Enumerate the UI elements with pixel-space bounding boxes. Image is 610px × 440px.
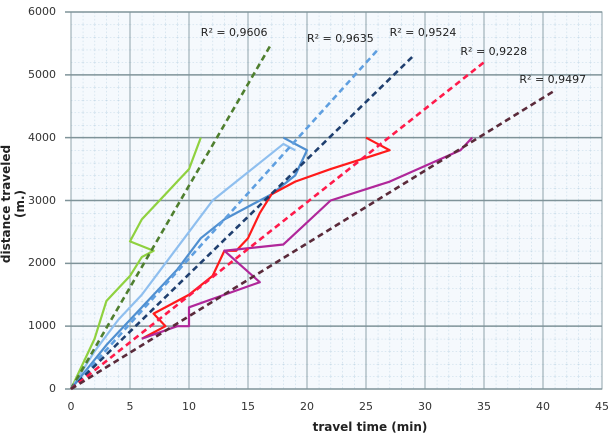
y-tick-label: 0 [49, 382, 56, 395]
green-observed-line [70, 137, 202, 390]
major-gridlines [65, 11, 603, 390]
y-tick-label: 3000 [28, 193, 56, 207]
r-squared-label: R² = 0,9497 [519, 73, 587, 87]
x-tick-label: 5 [126, 400, 134, 413]
light-blue-observed-line [70, 142, 296, 390]
x-tick-label: 40 [536, 400, 550, 413]
x-tick-label: 0 [67, 400, 75, 413]
r-squared-label: R² = 0,9606 [200, 25, 268, 39]
r-squared-label: R² = 0,9228 [460, 44, 528, 58]
r-squared-label: R² = 0,9635 [307, 32, 374, 46]
light-blue-trend-line [70, 48, 379, 390]
x-tick-label: 45 [595, 400, 609, 413]
series-layer [69, 42, 556, 391]
y-tick-label: 1000 [28, 319, 56, 333]
x-tick-label: 35 [477, 400, 491, 413]
red-trend-line [70, 61, 485, 391]
maroon-trend-line [70, 89, 556, 391]
x-tick-label: 20 [300, 400, 314, 413]
x-tick-label: 25 [359, 400, 373, 413]
green-trend-line [69, 42, 273, 390]
y-tick-label: 4000 [28, 130, 56, 144]
x-tick-label: 30 [418, 400, 432, 413]
steel-blue-observed-line [70, 136, 309, 390]
x-tick-label: 10 [182, 400, 196, 413]
magenta-observed-line [141, 136, 474, 340]
y-axis-label: distance traveled (m.) [0, 144, 27, 264]
y-tick-label: 6000 [28, 5, 56, 18]
r-squared-label: R² = 0,9524 [389, 25, 457, 39]
x-tick-label: 15 [241, 400, 255, 413]
y-tick-label: 2000 [28, 256, 56, 270]
y-tick-label: 5000 [28, 67, 56, 81]
red-observed-line [141, 136, 391, 340]
x-axis-label: travel time (min) [312, 420, 428, 434]
